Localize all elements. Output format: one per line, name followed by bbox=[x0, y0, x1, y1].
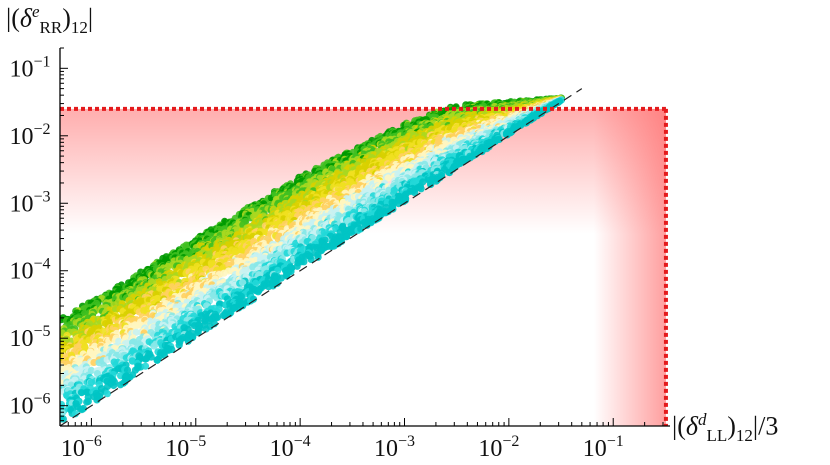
excluded-region-x bbox=[593, 108, 666, 426]
